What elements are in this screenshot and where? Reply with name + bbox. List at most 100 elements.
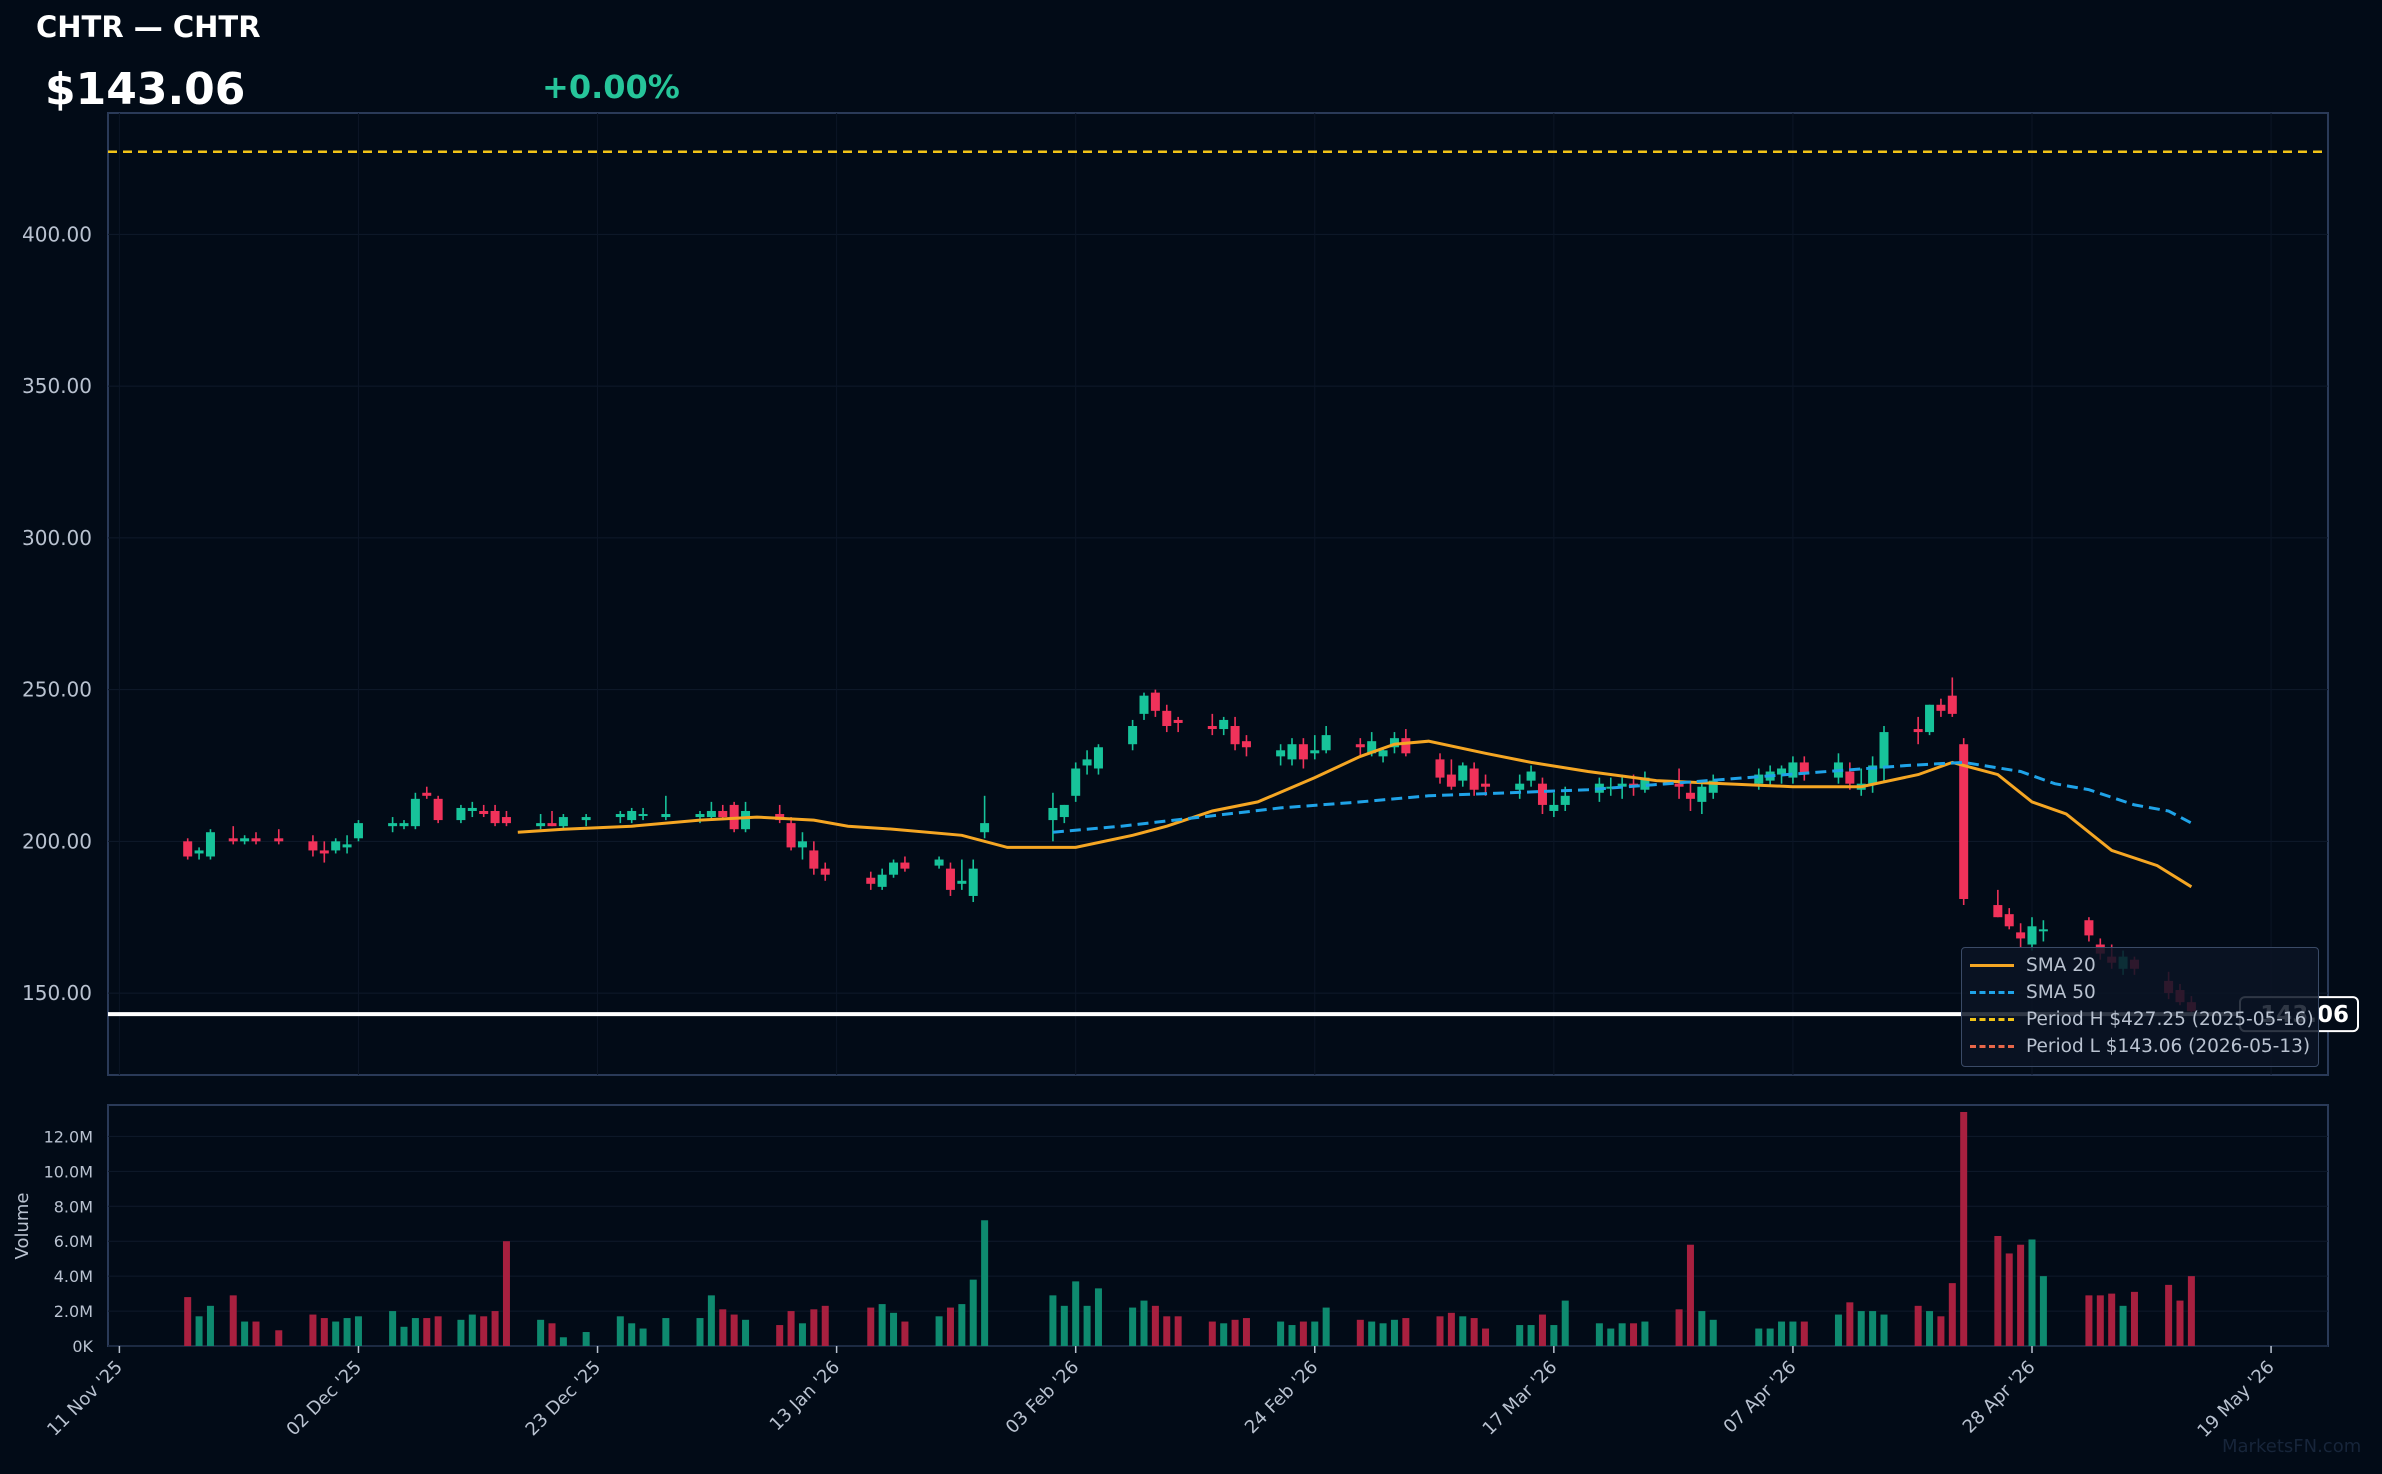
volume-bar xyxy=(1277,1321,1285,1346)
candle-body xyxy=(1287,744,1297,760)
volume-bar xyxy=(1049,1295,1057,1346)
volume-bar xyxy=(1698,1311,1706,1346)
price-tick-label: 150.00 xyxy=(22,981,92,1005)
legend-label: Period L $143.06 (2026-05-13) xyxy=(2026,1035,2311,1057)
volume-bar xyxy=(1356,1319,1364,1346)
volume-bar xyxy=(537,1319,545,1346)
volume-bar xyxy=(1129,1307,1137,1346)
volume-bar xyxy=(1242,1318,1250,1346)
volume-bar xyxy=(457,1319,465,1346)
volume-bar xyxy=(1926,1311,1934,1346)
volume-bar xyxy=(2130,1291,2138,1346)
candle-body xyxy=(1435,759,1445,778)
candle-body xyxy=(558,817,568,827)
volume-bar xyxy=(241,1321,249,1346)
volume-bar xyxy=(1538,1314,1546,1346)
candle-body xyxy=(240,838,250,842)
volume-bar xyxy=(707,1295,715,1346)
candle-body xyxy=(308,841,318,851)
x-tick-label: 03 Feb '26 xyxy=(1002,1357,1083,1438)
volume-bar xyxy=(559,1337,567,1346)
candle-body xyxy=(2038,929,2048,932)
candle-body xyxy=(889,862,899,875)
candle-body xyxy=(536,823,546,827)
candle-body xyxy=(388,823,398,827)
volume-bar xyxy=(275,1330,283,1346)
volume-bar xyxy=(1686,1244,1694,1346)
volume-bar xyxy=(1834,1314,1842,1346)
candle-body xyxy=(1947,695,1957,714)
candle-body xyxy=(501,817,511,824)
candle-body xyxy=(1355,744,1365,748)
candle-body xyxy=(820,868,830,875)
candle-body xyxy=(1845,771,1855,784)
volume-bar xyxy=(1094,1288,1102,1346)
candle-body xyxy=(1469,768,1479,790)
volume-bar xyxy=(810,1309,818,1346)
volume-bar xyxy=(958,1304,966,1346)
candle-body xyxy=(1936,704,1946,711)
volume-bar xyxy=(1470,1318,1478,1346)
candle-body xyxy=(1162,710,1172,727)
candle-body xyxy=(741,810,751,830)
volume-bar xyxy=(309,1314,317,1346)
candle-body xyxy=(1048,807,1058,821)
candle-body xyxy=(319,850,329,854)
volume-bar xyxy=(1869,1311,1877,1346)
volume-bar xyxy=(1083,1305,1091,1346)
candle-body xyxy=(797,841,807,848)
volume-bar xyxy=(776,1325,784,1346)
volume-bar xyxy=(798,1323,806,1346)
volume-bar xyxy=(742,1319,750,1346)
candle-body xyxy=(274,838,284,842)
legend-label: Period H $427.25 (2025-05-16) xyxy=(2026,1008,2314,1030)
candle-body xyxy=(194,850,204,854)
candle-body xyxy=(1378,750,1388,757)
candle-body xyxy=(809,850,819,869)
x-tick-label: 02 Dec '25 xyxy=(283,1357,366,1440)
candle-body xyxy=(866,877,876,884)
price-tick-label: 300.00 xyxy=(22,526,92,550)
volume-bar xyxy=(1151,1305,1159,1346)
volume-bar xyxy=(252,1321,260,1346)
volume-bar xyxy=(1060,1305,1068,1346)
candle-body xyxy=(1219,719,1229,730)
candle-body xyxy=(1321,735,1331,751)
candle-body xyxy=(1799,762,1809,775)
period-high-swatch xyxy=(1970,1017,2014,1021)
candle-body xyxy=(228,838,238,842)
price-tick-label: 200.00 xyxy=(22,829,92,853)
candle-body xyxy=(1207,726,1217,730)
volume-bar xyxy=(1630,1323,1638,1346)
candle-body xyxy=(934,859,944,866)
volume-bar xyxy=(787,1311,795,1346)
candle-body xyxy=(957,880,967,884)
candle-body xyxy=(1082,759,1092,766)
volume-bar xyxy=(548,1323,556,1346)
candle-body xyxy=(1560,795,1570,805)
volume-bar xyxy=(1709,1319,1717,1346)
x-tick-label: 11 Nov '25 xyxy=(43,1357,127,1441)
volume-bar xyxy=(195,1316,203,1346)
volume-bar xyxy=(1561,1300,1569,1346)
candle-body xyxy=(433,798,443,821)
volume-bar xyxy=(2096,1295,2104,1346)
candle-body xyxy=(695,814,705,818)
volume-bar xyxy=(1299,1321,1307,1346)
volume-bar xyxy=(1072,1281,1080,1346)
x-tick-label: 28 Apr '26 xyxy=(1959,1357,2040,1438)
candle-body xyxy=(1788,762,1798,778)
volume-bar xyxy=(878,1304,886,1346)
volume-bar xyxy=(1880,1314,1888,1346)
volume-bar xyxy=(229,1295,237,1346)
volume-bar xyxy=(423,1318,431,1346)
volume-tick-label: 10.0M xyxy=(44,1162,93,1181)
volume-tick-label: 0K xyxy=(72,1337,93,1356)
candle-body xyxy=(1879,732,1889,769)
volume-bar xyxy=(890,1312,898,1346)
volume-bar xyxy=(1163,1316,1171,1346)
candle-body xyxy=(353,823,363,839)
sma20-swatch xyxy=(1970,963,2014,967)
candle-body xyxy=(1777,768,1787,775)
